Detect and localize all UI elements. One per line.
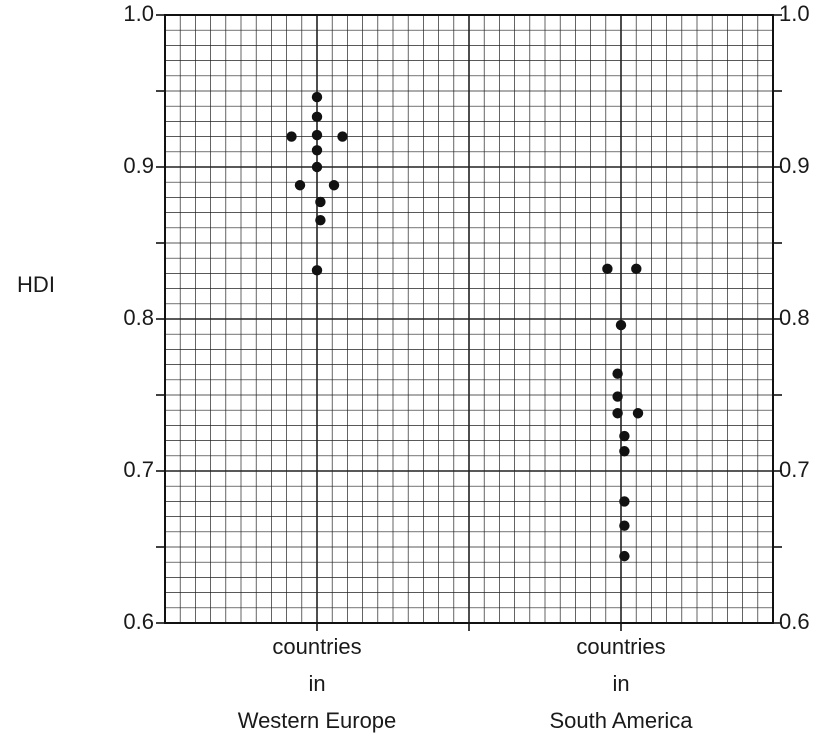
data-point: [631, 263, 642, 275]
data-point: [615, 319, 627, 331]
data-point: [619, 446, 630, 457]
y2-tick-label: 0.9: [779, 153, 810, 178]
y-tick-label: 0.6: [123, 609, 154, 634]
category-label-line: in: [308, 671, 325, 696]
data-point: [311, 129, 323, 141]
data-point: [619, 430, 630, 442]
category-label-line: South America: [549, 708, 693, 733]
y-tick-label: 0.7: [123, 457, 154, 482]
category-label-line: Western Europe: [238, 708, 397, 733]
data-point: [315, 215, 326, 226]
y-axis-label: HDI: [17, 272, 55, 297]
data-points: [286, 91, 644, 562]
category-label-line: countries: [576, 634, 665, 659]
data-point: [311, 265, 323, 276]
data-point: [311, 161, 323, 173]
axis-ticks: [156, 14, 782, 631]
data-point: [337, 131, 348, 142]
data-point: [602, 263, 613, 275]
y2-tick-label: 0.6: [779, 609, 810, 634]
data-point: [311, 145, 323, 156]
data-point: [328, 180, 340, 191]
left-y-tick-labels: 0.6 0.7 0.8 0.9 1.0: [123, 1, 154, 634]
y2-tick-label: 1.0: [779, 1, 810, 26]
data-point: [612, 391, 623, 402]
category-label-western-europe: countries in Western Europe: [238, 634, 397, 733]
data-point: [619, 496, 630, 507]
y2-tick-label: 0.8: [779, 305, 810, 330]
data-point: [612, 368, 623, 379]
data-point: [315, 196, 326, 208]
category-label-south-america: countries in South America: [549, 634, 693, 733]
data-point: [619, 520, 630, 531]
data-point: [619, 550, 630, 562]
y-tick-label: 1.0: [123, 1, 154, 26]
data-point: [294, 180, 306, 191]
category-label-line: countries: [272, 634, 361, 659]
data-point: [286, 131, 297, 142]
data-point: [612, 408, 623, 419]
y-tick-label: 0.9: [123, 153, 154, 178]
data-point: [311, 111, 323, 123]
y2-tick-label: 0.7: [779, 457, 810, 482]
data-point: [311, 91, 323, 103]
category-label-line: in: [612, 671, 629, 696]
data-point: [632, 408, 644, 419]
right-y-tick-labels: 0.6 0.7 0.8 0.9 1.0: [779, 1, 810, 634]
y-tick-label: 0.8: [123, 305, 154, 330]
